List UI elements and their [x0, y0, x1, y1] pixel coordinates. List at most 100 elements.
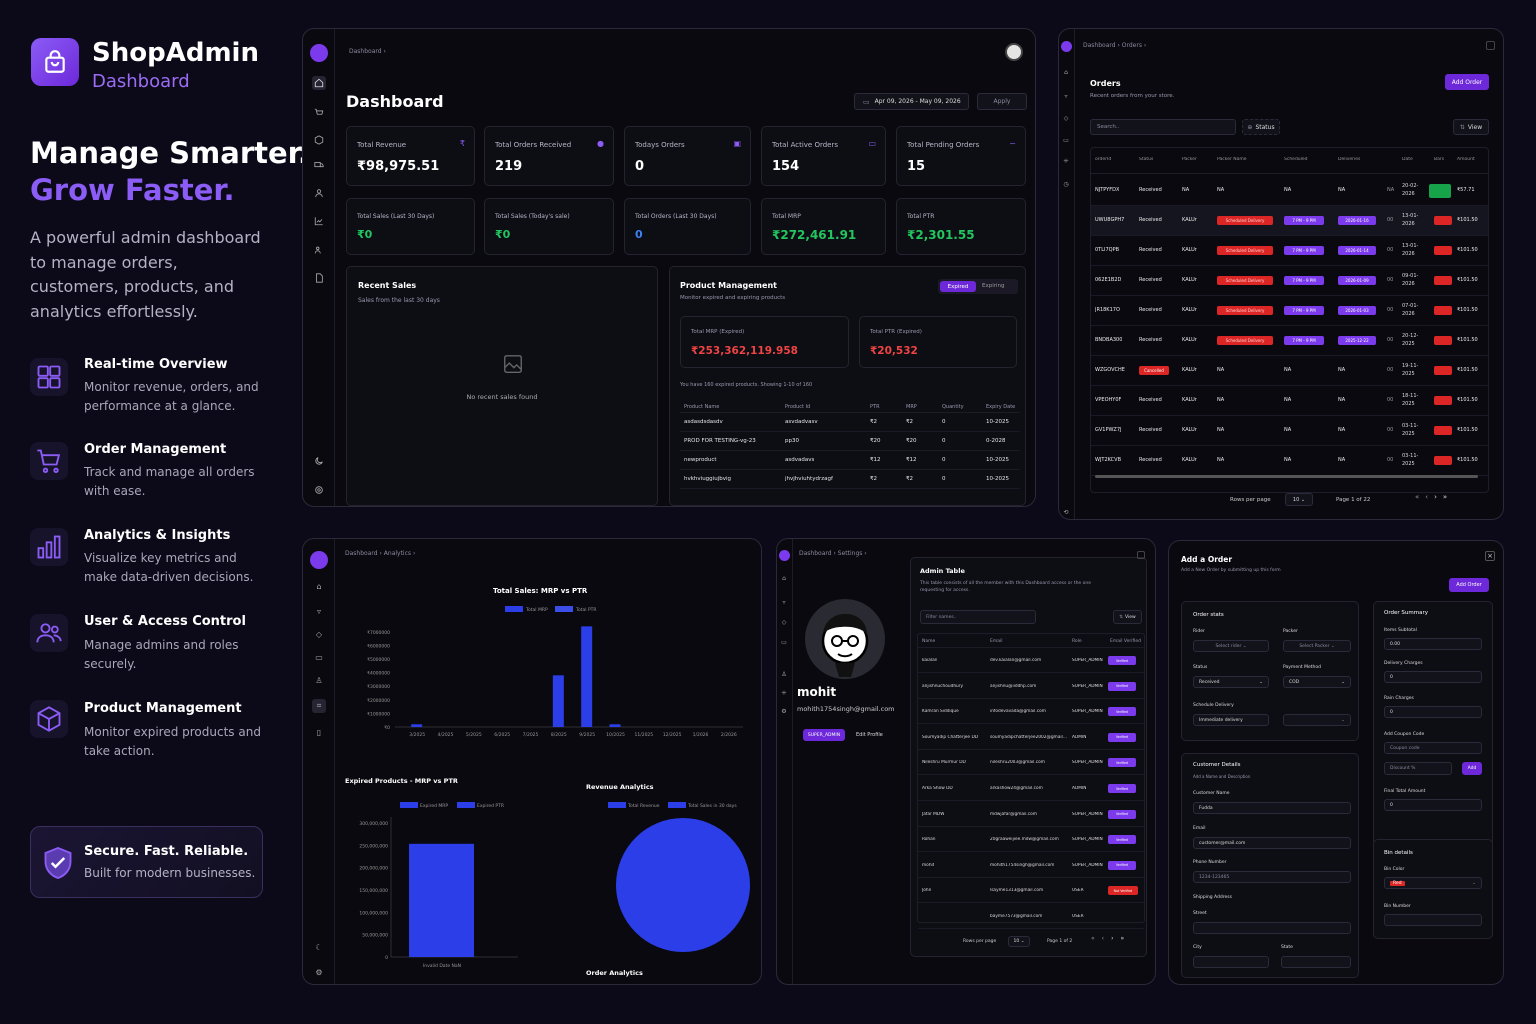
theme-icon[interactable] — [312, 454, 326, 468]
avatar[interactable] — [1005, 43, 1023, 61]
final-total-input[interactable]: 0 — [1384, 799, 1482, 811]
column-header[interactable]: Packer — [1182, 157, 1197, 162]
table-row[interactable]: VPEOHY0F Received KALUr NA NA NA 00 18-11-2025 ₹… — [1091, 386, 1488, 416]
table-row[interactable]: GV1PWZ7J Received KALUr NA NA NA 00 03-11-2025 ₹… — [1091, 416, 1488, 446]
close-icon[interactable]: × — [1485, 551, 1495, 561]
order-id[interactable]: WZGOVCHE — [1095, 367, 1125, 373]
column-header[interactable]: Packer Name — [1217, 157, 1247, 162]
search-input[interactable]: Search.. — [1090, 119, 1236, 135]
home-icon[interactable]: ⌂ — [316, 581, 322, 591]
add-order-button[interactable]: Add Order — [1445, 74, 1489, 90]
user-icon[interactable] — [312, 186, 326, 200]
table-row[interactable]: Jafar MDW mdwjafar@gmail.com SUPER_ADMIN Ve… — [918, 802, 1144, 827]
table-row[interactable]: PROD FOR TESTING-vg-23 pp30 ₹20 ₹20 0 0-2028 — [680, 432, 1020, 451]
theme-icon[interactable]: ☾ — [315, 942, 323, 952]
coupon-input[interactable]: Coupon code — [1384, 742, 1482, 754]
column-header[interactable]: Deliveries — [1338, 157, 1361, 162]
table-row[interactable]: bayme7573@gmail.com USER — [918, 904, 1144, 929]
table-row[interactable]: anjishnuchoudhury anjishnu@iiddhp.com SUPE… — [918, 674, 1144, 699]
users-icon[interactable] — [312, 243, 326, 257]
order-id[interactable]: JR18K17O — [1095, 307, 1120, 313]
next-page-icon[interactable]: › — [1434, 493, 1437, 501]
user-icon[interactable]: ♙ — [315, 675, 323, 685]
last-page-icon[interactable]: » — [1120, 935, 1125, 942]
horizontal-scrollbar[interactable] — [1095, 475, 1478, 478]
file-icon[interactable] — [312, 271, 326, 285]
table-row[interactable]: Arka Show DD arkashow24@gmail.com ADMIN Ver… — [918, 776, 1144, 801]
order-id[interactable]: BNDBA300 — [1095, 337, 1123, 343]
cart-icon[interactable]: ▿ — [316, 606, 321, 616]
users-icon[interactable]: ꔰ — [781, 690, 787, 697]
breadcrumb[interactable]: Dashboard › Analytics › — [345, 550, 416, 557]
box-icon[interactable] — [312, 133, 326, 147]
home-icon[interactable]: ⌂ — [1064, 68, 1068, 76]
table-row[interactable]: WJT2KCVB Received KALUr NA NA NA 00 03-11-2025 ₹… — [1091, 446, 1488, 476]
bar-total-mrp[interactable] — [609, 724, 621, 727]
bar-total-mrp[interactable] — [411, 724, 423, 727]
time-select[interactable]: ⌄ — [1283, 714, 1351, 726]
table-row[interactable]: NJTPYFDX Received NA NA NA NA NA 20-02-2026 ₹57.… — [1091, 176, 1488, 206]
filter-names-input[interactable]: Filter names.. — [920, 610, 1036, 624]
cart-icon[interactable]: ▿ — [782, 598, 786, 606]
bar-total-mrp[interactable] — [552, 675, 564, 727]
table-row[interactable]: asdasdsdasdv asvdadvasv ₹2 ₹2 0 10-2025 — [680, 413, 1020, 432]
table-row[interactable]: WZGOVCHE Cancelled KALUr NA NA NA 00 19-11-2025… — [1091, 356, 1488, 386]
date-range-picker[interactable]: ▭ Apr 09, 2026 - May 09, 2026 — [854, 93, 969, 110]
home-icon[interactable]: ⌂ — [782, 574, 786, 582]
breadcrumb[interactable]: Dashboard › — [349, 48, 386, 55]
column-header[interactable]: Amount — [1457, 157, 1475, 162]
truck-icon[interactable]: ▭ — [781, 638, 787, 646]
table-row[interactable]: 0TLI7QPB Received KALUr Scheduled Delivery 7… — [1091, 236, 1488, 266]
table-row[interactable]: hvkhviuggiujbvig jhvjhviuhtydrzagf ₹2 ₹2 0 10… — [680, 470, 1020, 489]
bin-color-select[interactable]: Red ⌄ — [1384, 877, 1482, 889]
city-input[interactable] — [1193, 956, 1269, 968]
table-row[interactable]: Kamran Siddique infodevavada@gmail.com SUP… — [918, 699, 1144, 725]
first-page-icon[interactable]: « — [1091, 935, 1095, 942]
cart-icon[interactable] — [312, 106, 326, 120]
tab-expired[interactable]: Expired — [940, 281, 976, 292]
rider-select[interactable]: Select rider ⌄ — [1193, 640, 1269, 652]
table-row[interactable]: John lsayme1313@gmail.com USER Not Verified — [918, 878, 1144, 904]
table-row[interactable]: newproduct asdvadavs ₹12 ₹12 0 10-2025 — [680, 451, 1020, 470]
order-id[interactable]: UWU8GPH7 — [1095, 217, 1125, 223]
edit-profile-button[interactable]: Edit Profile — [856, 732, 883, 738]
state-input[interactable] — [1281, 956, 1351, 968]
truck-icon[interactable]: ▭ — [315, 652, 323, 662]
box-icon[interactable]: ◇ — [1063, 114, 1069, 122]
delivery-charges-input[interactable]: 0 — [1384, 671, 1482, 683]
table-row[interactable]: 062E1B2D Received KALUr Scheduled Delivery 7… — [1091, 266, 1488, 296]
email-field[interactable]: customer@mail.com — [1193, 837, 1351, 849]
chart-icon[interactable]: ⌗ — [312, 699, 326, 713]
rows-per-page-select[interactable]: 10 ⌄ — [1285, 493, 1313, 506]
add-coupon-button[interactable]: Add — [1462, 762, 1482, 775]
street-input[interactable] — [1193, 922, 1351, 934]
column-header[interactable]: orderId — [1095, 157, 1112, 162]
box-icon[interactable]: ◇ — [315, 629, 323, 639]
table-row[interactable]: Rohan 20graaweijiee.mdw@gmail.com SUPER_AD… — [918, 827, 1144, 853]
rain-charges-input[interactable]: 0 — [1384, 706, 1482, 718]
logout-icon[interactable]: ⟲ — [1063, 508, 1069, 516]
customer-name-input[interactable]: Fudda — [1193, 802, 1351, 814]
column-header[interactable]: Bars — [1434, 157, 1445, 162]
order-id[interactable]: GV1PWZ7J — [1095, 427, 1122, 433]
table-row[interactable]: kaialan dev.kaialan@gmail.com SUPER_ADMIN V… — [918, 648, 1144, 673]
settings-icon[interactable] — [312, 483, 326, 497]
file-icon[interactable]: ▯ — [316, 727, 322, 737]
users-icon[interactable]: ꔰ — [1063, 158, 1069, 165]
table-row[interactable]: Nileshru Murmur DD nileshru2003@gmail.com… — [918, 750, 1144, 776]
breadcrumb[interactable]: Dashboard › Settings › — [799, 550, 867, 557]
order-id[interactable]: WJT2KCVB — [1095, 457, 1122, 463]
phone-input[interactable]: 1234-123465 — [1193, 871, 1351, 883]
box-icon[interactable]: ◇ — [781, 618, 787, 626]
settings-icon[interactable]: ⚙ — [315, 967, 323, 977]
settings-icon[interactable]: ⚙ — [781, 707, 787, 715]
collapse-icon[interactable] — [1486, 41, 1495, 50]
column-header[interactable]: Scheduled — [1284, 157, 1308, 162]
schedule-select[interactable]: Immediate delivery — [1193, 714, 1269, 726]
cart-icon[interactable]: ▿ — [1064, 92, 1068, 100]
order-id[interactable]: VPEOHY0F — [1095, 397, 1122, 403]
table-row[interactable]: UWU8GPH7 Received KALUr Scheduled Delivery 7… — [1091, 206, 1488, 236]
view-button[interactable]: ⇅ View — [1113, 610, 1142, 624]
user-icon[interactable]: ♙ — [781, 670, 787, 678]
bar-expired-mrp[interactable] — [409, 843, 474, 957]
